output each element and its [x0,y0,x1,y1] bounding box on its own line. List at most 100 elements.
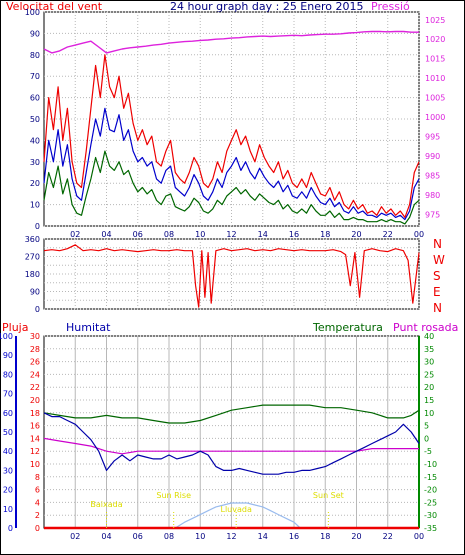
temperature-y-tick-label: -35 [424,524,437,533]
rain-y-tick-label: 20 [30,396,40,405]
temperature-y-tick-label: 30 [424,358,434,367]
rain-y-tick-label: 18 [30,409,40,418]
pressure-y-tick-label: 1010 [425,74,445,83]
temperature-y-tick-label: 0 [424,434,429,443]
x-tick-label: 20 [351,230,361,239]
x-tick-label: 16 [289,230,299,239]
dew-point-label: Punt rosada [393,321,458,334]
pressure-y-tick-label: 985 [425,171,440,180]
rain-y-tick-label: 30 [30,332,40,341]
x-tick-label: 06 [133,230,143,239]
rain-y-tick-label: 8 [35,473,40,482]
direction-y-tick-label: 360 [25,235,40,244]
wind-series-line [43,150,420,225]
wind-axis-title: Velocitat del vent [6,0,103,13]
annotation-label: Sun Set [313,491,344,500]
x-tick-label: 00 [414,230,424,239]
gust-series-line [43,54,420,218]
pressure-axis-title: Pressió [371,0,410,13]
rain-y-tick-label: 4 [35,498,40,507]
x-tick-label: 08 [164,532,174,541]
x-tick-label: 04 [101,532,111,541]
x-tick-label: 02 [70,230,80,239]
wind-y-tick-label: 90 [30,29,40,38]
temperature-y-tick-label: -20 [424,486,437,495]
pressure-y-tick-label: 980 [425,191,440,200]
direction-y-tick-label: 90 [30,288,40,297]
wind-y-tick-label: 30 [30,158,40,167]
x-tick-label: 22 [383,230,393,239]
x-tick-label: 12 [226,230,236,239]
humidity-y-tick-label: 90 [3,351,13,360]
pressure-y-tick-label: 995 [425,133,440,142]
pressure-y-tick-label: 975 [425,210,440,219]
rain-y-tick-label: 2 [35,511,40,520]
rain-y-tick-label: 0 [35,524,40,533]
rain-y-tick-label: 6 [35,486,40,495]
compass-label: N [433,301,442,315]
grid-layer [44,11,420,529]
temperature-y-tick-label: 40 [424,332,434,341]
x-tick-label: 18 [320,532,330,541]
wind-y-tick-label: 80 [30,51,40,60]
wind-y-tick-label: 40 [30,136,40,145]
x-tick-label: 10 [195,532,205,541]
wind-y-tick-label: 60 [30,94,40,103]
wind-y-tick-label: 100 [25,8,40,17]
x-tick-label: 20 [351,532,361,541]
solar-series-line [174,502,301,529]
humidity-y-tick-label: 10 [3,505,13,514]
temperature-y-tick-label: -25 [424,498,437,507]
x-tick-label: 06 [133,532,143,541]
rain-y-tick-label: 24 [30,370,40,379]
temperature-y-tick-label: -30 [424,511,437,520]
humidity-y-tick-label: 80 [3,370,13,379]
rain-y-tick-label: 26 [30,358,40,367]
temperature-label: Temperatura [312,321,383,334]
x-tick-label: 14 [258,230,268,239]
x-tick-label: 12 [226,532,236,541]
direction-y-tick-label: 0 [35,305,40,314]
humidity-y-tick-label: 50 [3,428,13,437]
pressure-y-tick-label: 1020 [425,35,445,44]
humidity-y-tick-label: 40 [3,447,13,456]
pressure-y-tick-label: 1015 [425,55,445,64]
temperature-y-tick-label: 35 [424,345,434,354]
rain-y-tick-label: 16 [30,422,40,431]
humidity-y-tick-label: 100 [0,332,13,341]
humidity-y-tick-label: 60 [3,409,13,418]
rain-label: Pluja [2,321,28,334]
x-tick-label: 14 [258,532,268,541]
compass-label: N [433,237,442,251]
annotation-label: Baixada [90,500,122,509]
compass-label: W [433,253,445,267]
wind-y-tick-label: 50 [30,115,40,124]
wind-y-tick-label: 20 [30,179,40,188]
temperature-series-line [43,404,420,424]
rain-y-tick-label: 22 [30,383,40,392]
direction-series-line [43,244,420,308]
temperature-y-tick-label: -5 [424,447,432,456]
rain-y-tick-label: 14 [30,434,40,443]
humidity-y-tick-label: 0 [8,524,13,533]
x-tick-label: 02 [70,532,80,541]
temperature-y-tick-label: -15 [424,473,437,482]
x-tick-label: 18 [320,230,330,239]
compass-label: E [433,285,441,299]
chart-title: 24 hour graph day : 25 Enero 2015 [170,0,364,13]
pressure-y-tick-label: 1000 [425,113,445,122]
rain-y-tick-label: 28 [30,345,40,354]
direction-y-tick-label: 270 [25,253,40,262]
pressure-series-line [43,30,419,54]
humidity-series-line [43,412,420,475]
wind-y-tick-label: 0 [35,222,40,231]
compass-label: S [433,269,441,283]
x-tick-label: 04 [101,230,111,239]
pressure-y-tick-label: 1025 [425,16,445,25]
rain-y-tick-label: 10 [30,460,40,469]
x-tick-label: 22 [383,532,393,541]
temperature-y-tick-label: 15 [424,396,434,405]
humidity-y-tick-label: 30 [3,466,13,475]
